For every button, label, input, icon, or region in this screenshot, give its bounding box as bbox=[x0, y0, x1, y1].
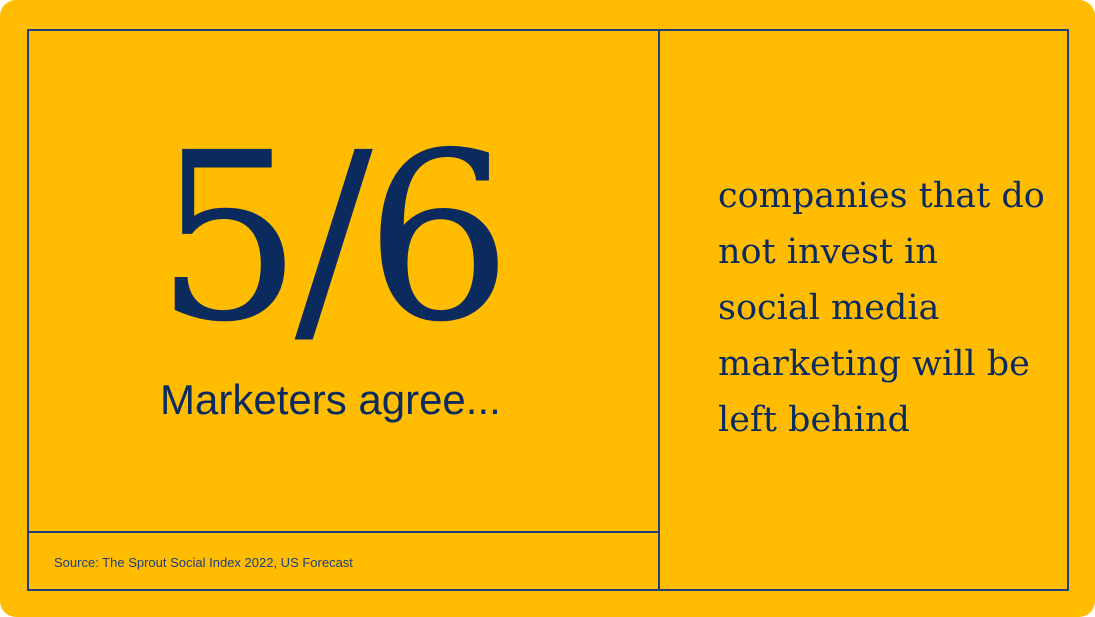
horizontal-divider bbox=[27, 531, 659, 533]
stat-subtitle: Marketers agree... bbox=[160, 376, 501, 423]
vertical-divider bbox=[658, 29, 660, 589]
card-frame bbox=[27, 29, 1069, 591]
source-note: Source: The Sprout Social Index 2022, US… bbox=[54, 555, 353, 570]
statement-text: companies that do not invest in social m… bbox=[718, 176, 1045, 440]
stat-value: 5/6 bbox=[155, 103, 512, 373]
